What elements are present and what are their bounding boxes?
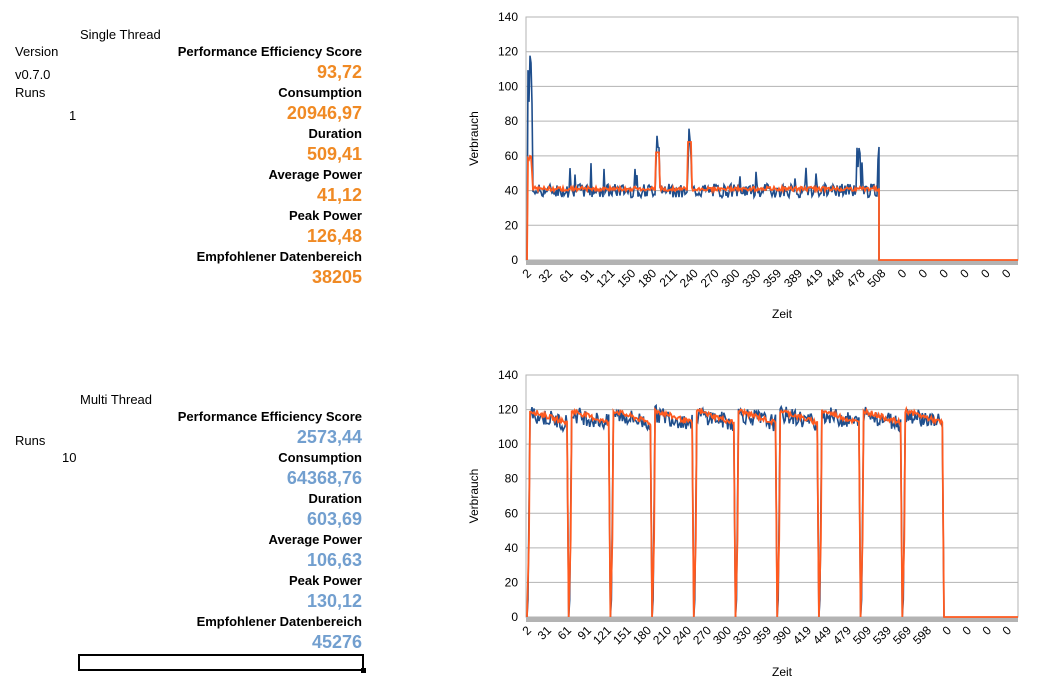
multi-metric-label: Consumption [278, 450, 362, 465]
fill-handle[interactable] [361, 668, 366, 673]
series-line-smoothed [526, 405, 1018, 618]
version-value: v0.7.0 [15, 67, 51, 82]
x-tick-label: 31 [535, 623, 555, 643]
version-label: Version [15, 44, 59, 59]
y-axis-title: Verbrauch [467, 469, 481, 524]
y-tick-label: 140 [498, 368, 518, 382]
x-tick-label: 151 [610, 623, 634, 647]
single-thread-heading: Single Thread [80, 27, 161, 42]
x-tick-label: 390 [770, 623, 794, 647]
y-tick-label: 0 [511, 610, 518, 624]
single-metric-label: Duration [308, 126, 362, 141]
single-runs-label: Runs [15, 85, 46, 100]
x-tick-label: 509 [850, 623, 874, 647]
y-tick-label: 80 [505, 472, 519, 486]
x-tick-label: 300 [710, 623, 734, 647]
series-line-smoothed [526, 141, 1018, 261]
y-tick-label: 60 [505, 149, 519, 163]
x-axis-title: Zeit [772, 665, 793, 679]
x-tick-label: 359 [750, 623, 774, 647]
x-tick-label: 2 [519, 623, 534, 638]
multi-metric-label: Peak Power [289, 573, 362, 588]
multi-metric-label: Empfohlener Datenbereich [196, 614, 362, 629]
x-tick-label: 539 [870, 623, 894, 647]
y-tick-label: 100 [498, 437, 518, 451]
multi-metric-value: 45276 [311, 632, 362, 652]
x-tick-label: 0 [979, 623, 994, 638]
single-metric-value: 20946,97 [286, 103, 362, 123]
y-tick-label: 80 [505, 114, 519, 128]
x-tick-label: 270 [690, 623, 714, 647]
multi-metric-value: 130,12 [306, 591, 362, 611]
y-tick-label: 120 [498, 45, 518, 59]
single-metric-value: 509,41 [306, 144, 362, 164]
y-tick-label: 0 [511, 253, 518, 267]
multi-metric-value: 2573,44 [296, 427, 362, 447]
y-tick-label: 40 [505, 184, 519, 198]
x-tick-label: 0 [939, 623, 954, 638]
single-metric-value: 38205 [311, 267, 362, 287]
x-tick-label: 598 [910, 623, 934, 647]
x-tick-label: 180 [630, 623, 654, 647]
y-tick-label: 40 [505, 541, 519, 555]
single-runs-value: 1 [69, 108, 77, 123]
multi-metric-label: Duration [308, 491, 362, 506]
x-tick-label: 449 [810, 623, 834, 647]
x-tick-label: 240 [670, 623, 694, 647]
single-metric-value: 93,72 [316, 62, 362, 82]
single-metric-value: 41,12 [316, 185, 362, 205]
series-line-raw [526, 55, 880, 261]
y-axis-title: Verbrauch [467, 111, 481, 166]
x-tick-label: 61 [555, 623, 575, 643]
y-tick-label: 120 [498, 403, 518, 417]
x-tick-label: 419 [790, 623, 814, 647]
y-tick-label: 60 [505, 506, 519, 520]
multi-metric-label: Average Power [268, 532, 362, 547]
multi-runs-label: Runs [15, 433, 46, 448]
cell-selection-box[interactable] [78, 654, 364, 671]
y-tick-label: 140 [498, 10, 518, 24]
multi-thread-heading: Multi Thread [80, 392, 153, 407]
x-tick-label: 0 [959, 623, 974, 638]
x-tick-label: 330 [730, 623, 754, 647]
y-tick-label: 20 [505, 575, 519, 589]
multi-metric-value: 64368,76 [286, 468, 362, 488]
single-metric-value: 126,48 [306, 226, 362, 246]
y-tick-label: 100 [498, 79, 518, 93]
y-tick-label: 20 [505, 218, 519, 232]
single-metric-label: Average Power [268, 167, 362, 182]
multi-runs-value: 10 [62, 450, 77, 465]
multi-metric-value: 106,63 [306, 550, 362, 570]
x-axis-band [526, 260, 1018, 265]
x-tick-label: 0 [999, 623, 1014, 638]
single-metric-label: Empfohlener Datenbereich [196, 249, 362, 264]
x-tick-label: 479 [830, 623, 854, 647]
multi-metric-value: 603,69 [306, 509, 362, 529]
x-tick-label: 569 [890, 623, 914, 647]
x-axis-band [526, 617, 1018, 622]
single-metric-label: Peak Power [289, 208, 362, 223]
single-metric-label: Consumption [278, 85, 362, 100]
multi-metric-label: Performance Efficiency Score [177, 409, 362, 424]
x-tick-label: 121 [590, 623, 614, 647]
x-tick-label: 210 [650, 623, 674, 647]
x-axis-title: Zeit [772, 307, 793, 321]
single-metric-label: Performance Efficiency Score [177, 44, 362, 59]
